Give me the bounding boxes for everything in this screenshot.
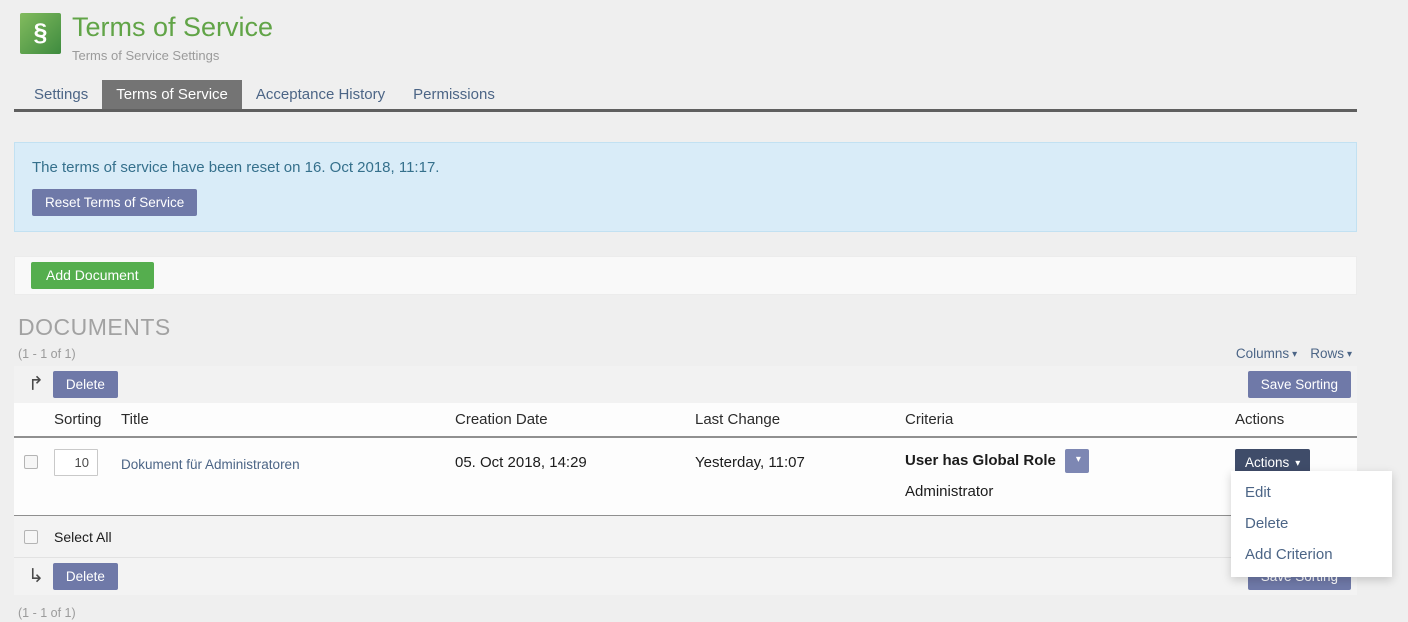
paragraph-icon: § [20, 13, 61, 54]
add-document-button[interactable]: Add Document [31, 261, 154, 289]
col-header-last-change: Last Change [695, 410, 781, 428]
main-content: § Terms of Service Terms of Service Sett… [14, 0, 1357, 622]
result-range-bottom: (1 - 1 of 1) [18, 605, 76, 620]
document-toolbar: Add Document [14, 255, 1357, 295]
menu-item-add-criterion[interactable]: Add Criterion [1245, 546, 1333, 563]
result-range-top: (1 - 1 of 1) [18, 346, 76, 361]
criterion-value: Administrator [905, 482, 994, 500]
table-footer: (1 - 1 of 1) [14, 595, 1357, 622]
select-all-label: Select All [54, 528, 112, 545]
row-sorting-cell [54, 448, 121, 500]
col-header-title: Title [121, 410, 149, 428]
table-meta-row: (1 - 1 of 1) Columns ▾ Rows ▾ [14, 346, 1357, 361]
tab-permissions[interactable]: Permissions [413, 85, 495, 103]
col-header-actions: Actions [1235, 410, 1285, 428]
tab-settings[interactable]: Settings [34, 85, 89, 103]
row-title-cell: Dokument für Administratoren [121, 449, 455, 500]
apply-selection-up-icon: ↱ [28, 372, 44, 395]
row-last-change-cell: Yesterday, 11:07 [695, 453, 805, 471]
reset-terms-button[interactable]: Reset Terms of Service [32, 188, 198, 216]
chevron-down-icon: ▾ [1295, 457, 1301, 469]
table-view-controls: Columns ▾ Rows ▾ [1236, 346, 1357, 361]
table-header-row: Sorting Title Creation Date Last Change … [14, 402, 1357, 438]
info-message-box: The terms of service have been reset on … [14, 141, 1357, 232]
actions-button-label: Actions [1245, 454, 1290, 470]
documents-table: ↱ Delete Save Sorting Sorting Title Crea… [14, 365, 1357, 622]
documents-section-title: DOCUMENTS [18, 313, 171, 340]
delete-button-top[interactable]: Delete [52, 370, 118, 398]
header-checkbox-spacer [14, 411, 54, 428]
table-toolbar-top: ↱ Delete Save Sorting [14, 365, 1357, 403]
rows-dropdown-label: Rows [1310, 345, 1344, 361]
menu-item-edit[interactable]: Edit [1245, 484, 1271, 501]
delete-button-bottom[interactable]: Delete [52, 562, 118, 590]
menu-item-delete[interactable]: Delete [1245, 515, 1289, 532]
table-row: Dokument für Administratoren 05. Oct 201… [14, 437, 1357, 516]
col-header-creation-date: Creation Date [455, 410, 548, 428]
page-header: § Terms of Service Terms of Service Sett… [20, 0, 1357, 63]
tab-acceptance-history[interactable]: Acceptance History [255, 85, 386, 103]
row-select-checkbox[interactable] [24, 454, 38, 469]
rows-dropdown[interactable]: Rows ▾ [1310, 346, 1352, 361]
table-toolbar-bottom: ↳ Delete Save Sorting [14, 556, 1357, 595]
criterion-line: User has Global Role ▾ [905, 448, 1227, 473]
sorting-input[interactable] [54, 448, 98, 476]
columns-dropdown-label: Columns [1235, 345, 1290, 361]
apply-selection-down-icon: ↳ [28, 564, 44, 587]
page-subtitle: Terms of Service Settings [72, 47, 220, 63]
criterion-label: User has Global Role [905, 452, 1056, 470]
select-all-checkbox[interactable] [24, 529, 38, 544]
documents-section-head: DOCUMENTS [14, 314, 1357, 341]
select-all-row: Select All [14, 515, 1357, 557]
col-header-criteria: Criteria [905, 410, 954, 428]
document-title-link[interactable]: Dokument für Administratoren [121, 456, 300, 472]
info-message-text: The terms of service have been reset on … [32, 158, 440, 176]
page-title: Terms of Service [72, 12, 274, 42]
tab-terms-of-service[interactable]: Terms of Service [102, 79, 242, 109]
row-criteria-cell: User has Global Role ▾ Administrator [905, 448, 1235, 500]
col-header-sorting: Sorting [54, 410, 102, 428]
page-title-block: Terms of Service Terms of Service Settin… [72, 12, 274, 63]
row-creation-date-cell: 05. Oct 2018, 14:29 [455, 453, 587, 471]
row-checkbox-cell [14, 449, 54, 500]
tab-bar: Settings Terms of Service Acceptance His… [14, 79, 1357, 112]
chevron-down-icon: ▾ [1346, 348, 1352, 360]
actions-dropdown-menu: Edit Delete Add Criterion [1231, 471, 1392, 577]
save-sorting-button-top[interactable]: Save Sorting [1247, 370, 1351, 398]
criterion-dropdown-button[interactable]: ▾ [1064, 448, 1089, 473]
chevron-down-icon: ▾ [1075, 454, 1081, 466]
chevron-down-icon: ▾ [1292, 348, 1298, 360]
columns-dropdown[interactable]: Columns ▾ [1236, 346, 1297, 361]
